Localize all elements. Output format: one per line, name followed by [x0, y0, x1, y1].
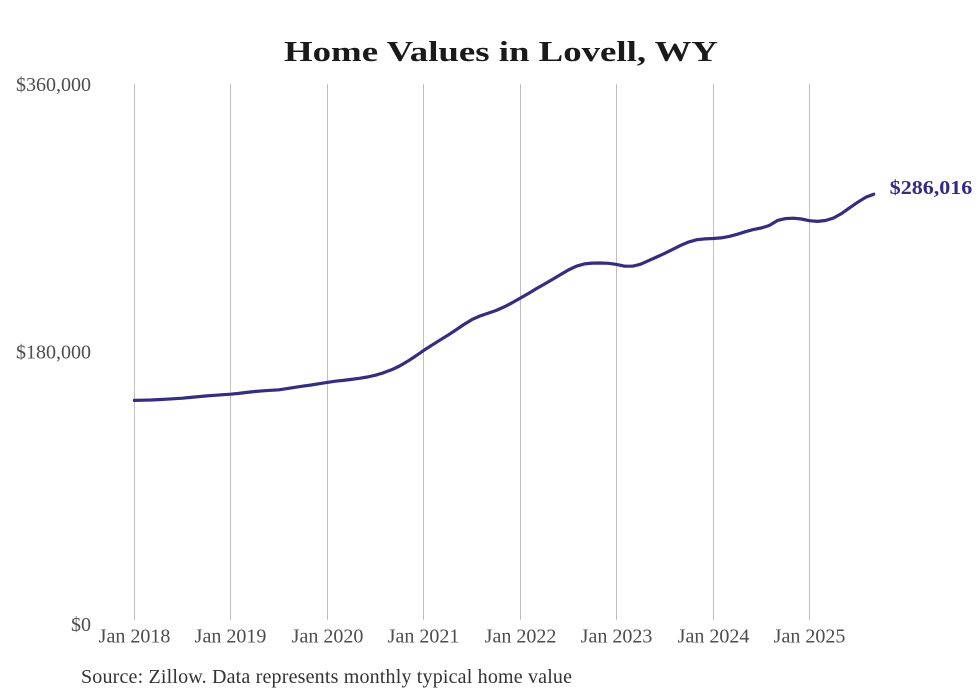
svg-text:Jan 2023: Jan 2023: [581, 626, 653, 648]
svg-text:Jan 2022: Jan 2022: [485, 626, 557, 648]
svg-text:Source: Zillow. Data represent: Source: Zillow. Data represents monthly …: [81, 666, 572, 688]
svg-text:Jan 2021: Jan 2021: [388, 626, 460, 648]
svg-text:$286,016: $286,016: [890, 177, 973, 199]
svg-text:Jan 2024: Jan 2024: [678, 626, 750, 648]
svg-text:Jan 2025: Jan 2025: [774, 626, 846, 648]
svg-text:Jan 2018: Jan 2018: [99, 626, 171, 648]
svg-text:Jan 2019: Jan 2019: [195, 626, 267, 648]
svg-text:Jan 2020: Jan 2020: [292, 626, 364, 648]
svg-text:$360,000: $360,000: [16, 74, 91, 96]
svg-text:$180,000: $180,000: [16, 341, 91, 363]
svg-text:$0: $0: [71, 614, 91, 636]
svg-text:Home Values in Lovell, WY: Home Values in Lovell, WY: [284, 36, 718, 68]
